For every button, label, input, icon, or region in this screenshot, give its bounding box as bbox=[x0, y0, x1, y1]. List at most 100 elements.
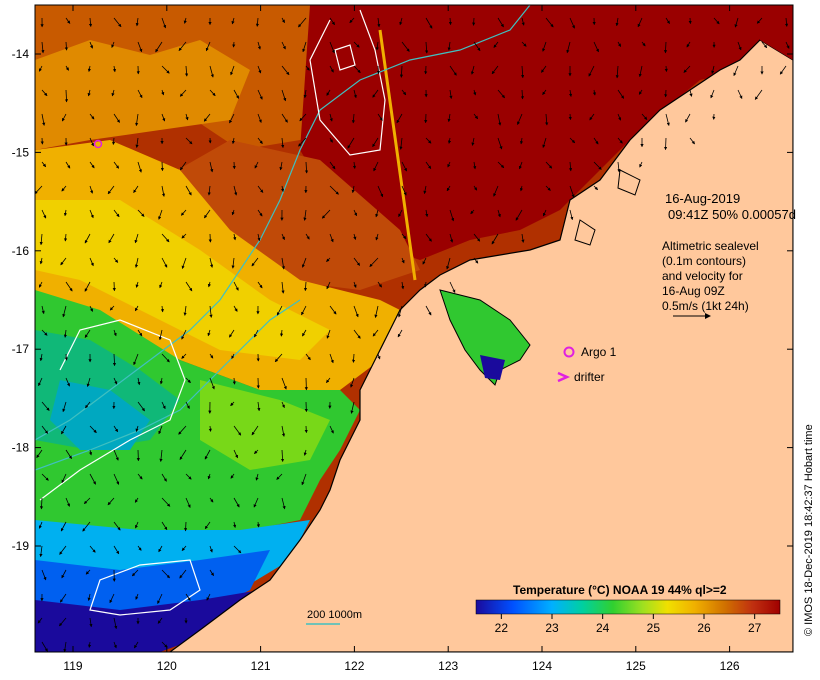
velocity-arrow bbox=[589, 113, 595, 121]
velocity-arrow bbox=[113, 521, 121, 531]
altimetric-line-5: 0.5m/s (1kt 24h) bbox=[662, 299, 749, 313]
velocity-arrow bbox=[401, 89, 407, 96]
velocity-arrow bbox=[377, 353, 381, 360]
velocity-arrow bbox=[517, 113, 523, 125]
velocity-arrow bbox=[353, 41, 360, 48]
altimetric-line-1: Altimetric sealevel bbox=[662, 239, 759, 253]
velocity-arrow bbox=[519, 185, 523, 192]
colorbar-ticks: 22 23 24 25 26 27 bbox=[495, 614, 762, 635]
velocity-arrow bbox=[255, 473, 259, 481]
velocity-arrow bbox=[446, 257, 451, 270]
velocity-arrow bbox=[41, 305, 45, 315]
velocity-arrow bbox=[377, 17, 381, 28]
velocity-arrow bbox=[65, 17, 71, 24]
velocity-arrow bbox=[209, 545, 213, 553]
velocity-arrow bbox=[519, 137, 524, 145]
velocity-arrow bbox=[353, 281, 357, 289]
velocity-arrow bbox=[61, 425, 67, 435]
velocity-arrow bbox=[158, 425, 163, 435]
velocity-arrow bbox=[375, 209, 379, 218]
velocity-arrow bbox=[133, 185, 139, 194]
velocity-arrow bbox=[446, 185, 451, 192]
velocity-arrow bbox=[542, 41, 547, 52]
velocity-arrow bbox=[473, 185, 478, 191]
velocity-arrow bbox=[160, 305, 164, 313]
velocity-arrow bbox=[545, 185, 551, 191]
lat-tick-label: -15 bbox=[12, 145, 30, 159]
velocity-arrow bbox=[593, 161, 602, 170]
velocity-arrow bbox=[664, 65, 668, 73]
velocity-arrow bbox=[641, 41, 646, 47]
velocity-arrow bbox=[84, 281, 91, 292]
velocity-arrow bbox=[59, 593, 67, 603]
velocity-arrow bbox=[373, 161, 379, 172]
velocity-arrow bbox=[137, 473, 143, 480]
velocity-arrow bbox=[233, 233, 237, 241]
colorbar-tick-label: 26 bbox=[697, 621, 711, 635]
velocity-arrow bbox=[89, 473, 96, 485]
lon-tick-label: 119 bbox=[63, 659, 82, 673]
velocity-arrow bbox=[85, 401, 91, 409]
velocity-arrow bbox=[206, 593, 211, 601]
velocity-arrow bbox=[447, 113, 451, 123]
velocity-arrow bbox=[107, 497, 115, 506]
altimetric-line-4: 16-Aug 09Z bbox=[662, 284, 725, 298]
velocity-arrow bbox=[89, 305, 93, 312]
velocity-arrow bbox=[59, 617, 67, 627]
velocity-arrow bbox=[89, 545, 96, 553]
velocity-arrow bbox=[157, 617, 163, 624]
velocity-arrow bbox=[638, 89, 643, 95]
velocity-arrow bbox=[88, 17, 93, 28]
velocity-arrow bbox=[41, 473, 49, 481]
velocity-arrow bbox=[473, 89, 477, 96]
velocity-arrow bbox=[185, 377, 191, 384]
velocity-arrow bbox=[754, 89, 763, 100]
velocity-arrow bbox=[38, 377, 43, 387]
velocity-arrow bbox=[87, 593, 91, 602]
velocity-arrow bbox=[303, 281, 308, 292]
isobath-lines bbox=[35, 5, 531, 471]
velocity-arrow bbox=[351, 113, 356, 124]
velocity-arrow bbox=[209, 497, 214, 503]
velocity-arrow bbox=[89, 185, 94, 194]
velocity-arrow bbox=[257, 65, 262, 74]
velocity-arrow bbox=[329, 185, 339, 195]
velocity-arrow bbox=[84, 233, 91, 244]
velocity-arrow bbox=[231, 17, 235, 25]
velocity-arrow bbox=[137, 41, 143, 53]
velocity-arrow bbox=[209, 89, 216, 97]
velocity-arrow bbox=[257, 41, 261, 50]
velocity-arrow bbox=[209, 161, 214, 173]
velocity-arrow bbox=[593, 185, 598, 191]
velocity-arrow bbox=[326, 377, 331, 384]
velocity-arrow bbox=[161, 521, 168, 531]
velocity-arrow bbox=[62, 401, 67, 413]
velocity-arrow bbox=[372, 89, 379, 98]
velocity-arrow bbox=[63, 233, 68, 242]
velocity-arrow bbox=[347, 137, 355, 149]
velocity-arrow bbox=[157, 593, 163, 604]
velocity-arrow bbox=[111, 137, 116, 146]
velocity-arrow bbox=[160, 161, 164, 172]
velocity-arrow bbox=[349, 17, 355, 24]
velocity-arrow bbox=[41, 209, 47, 219]
velocity-arrow bbox=[161, 17, 167, 29]
velocity-arrow bbox=[615, 65, 619, 79]
velocity-arrow bbox=[113, 329, 117, 337]
velocity-arrow bbox=[637, 17, 643, 28]
velocity-arrow bbox=[41, 113, 46, 126]
velocity-arrow bbox=[281, 257, 285, 270]
velocity-arrow bbox=[733, 65, 739, 77]
velocity-arrow bbox=[785, 41, 790, 49]
velocity-arrow bbox=[593, 137, 599, 145]
velocity-arrow bbox=[326, 89, 331, 96]
velocity-arrow bbox=[207, 281, 211, 288]
velocity-arrow bbox=[158, 209, 163, 220]
velocity-arrow bbox=[299, 113, 307, 122]
velocity-arrow bbox=[665, 113, 670, 127]
velocity-arrow bbox=[113, 113, 120, 123]
velocity-arrow bbox=[329, 113, 333, 122]
velocity-arrow bbox=[135, 113, 139, 127]
velocity-arrow bbox=[209, 353, 214, 359]
